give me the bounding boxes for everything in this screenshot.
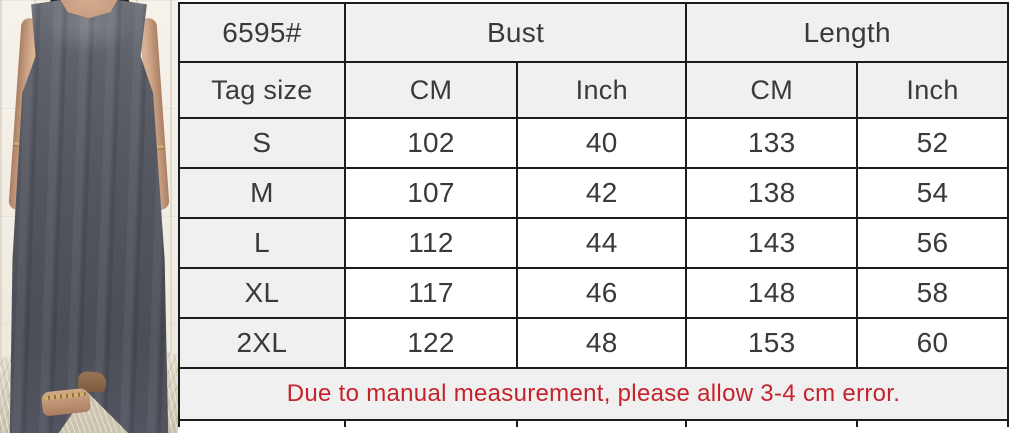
size-label: 2XL <box>178 317 346 369</box>
length-inch-value: 56 <box>856 217 1009 269</box>
bust-cm-header: CM <box>343 61 519 119</box>
table-row-cutoff <box>178 419 1009 427</box>
table-row-size-m: M 107 42 138 54 <box>178 167 1009 219</box>
bust-inch-header: Inch <box>516 61 688 119</box>
bust-cm-value: 112 <box>343 217 519 269</box>
bust-cm-value: 102 <box>343 117 519 169</box>
length-inch-value: 58 <box>856 267 1009 319</box>
length-inch-value: 60 <box>856 317 1009 369</box>
bust-inch-value: 40 <box>516 117 688 169</box>
table-row-size-l: L 112 44 143 56 <box>178 217 1009 269</box>
length-cm-value: 153 <box>685 317 859 369</box>
length-cm-value: 133 <box>685 117 859 169</box>
table-row-size-2xl: 2XL 122 48 153 60 <box>178 317 1009 369</box>
measurement-disclaimer: Due to manual measurement, please allow … <box>178 367 1009 421</box>
table-row-size-xl: XL 117 46 148 58 <box>178 267 1009 319</box>
table-row-header-units: Tag size CM Inch CM Inch <box>178 61 1009 119</box>
length-inch-value: 52 <box>856 117 1009 169</box>
bust-cm-value: 107 <box>343 167 519 219</box>
grey-maxi-dress <box>9 0 169 433</box>
length-cm-value: 148 <box>685 267 859 319</box>
size-label: L <box>178 217 346 269</box>
bust-cm-value: 117 <box>343 267 519 319</box>
size-label: S <box>178 117 346 169</box>
length-cm-value: 143 <box>685 217 859 269</box>
tag-size-header: Tag size <box>178 61 346 119</box>
table-row-size-s: S 102 40 133 52 <box>178 117 1009 169</box>
length-cm-value: 138 <box>685 167 859 219</box>
size-label: XL <box>178 267 346 319</box>
group-header-bust: Bust <box>343 2 688 63</box>
length-cm-header: CM <box>685 61 859 119</box>
product-code: 6595# <box>178 2 346 63</box>
bust-inch-value: 44 <box>516 217 688 269</box>
length-inch-header: Inch <box>856 61 1009 119</box>
bust-inch-value: 42 <box>516 167 688 219</box>
bust-inch-value: 48 <box>516 317 688 369</box>
size-label: M <box>178 167 346 219</box>
group-header-length: Length <box>685 2 1009 63</box>
table-row-header-groups: 6595# Bust Length <box>178 2 1009 63</box>
bust-inch-value: 46 <box>516 267 688 319</box>
product-photo <box>0 0 178 433</box>
length-inch-value: 54 <box>856 167 1009 219</box>
table-row-note: Due to manual measurement, please allow … <box>178 367 1009 421</box>
size-table: 6595# Bust Length Tag size CM Inch CM In… <box>178 2 1009 427</box>
bust-cm-value: 122 <box>343 317 519 369</box>
